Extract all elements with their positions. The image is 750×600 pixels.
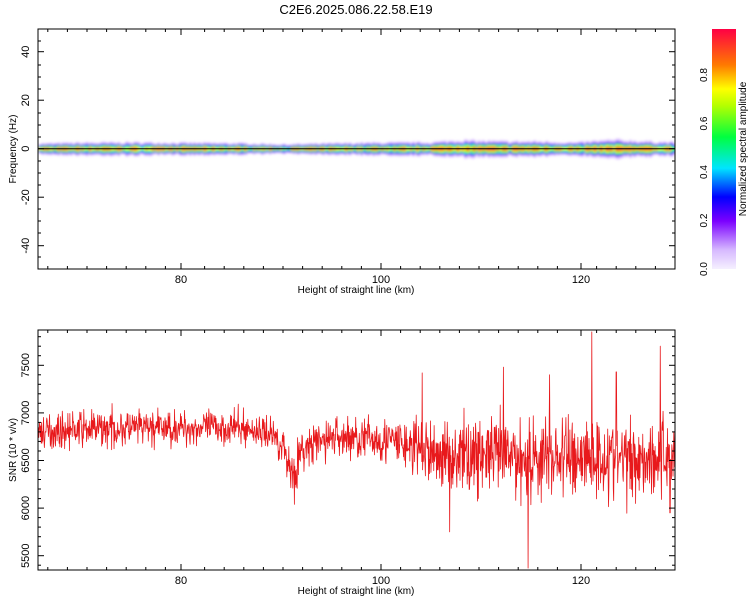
snr-y-tick-label: 6000 bbox=[20, 496, 32, 520]
snr-y-tick-label: 7500 bbox=[20, 353, 32, 377]
snr-panel: 80 100 120 5500 6000 6500 7000 7500 Heig… bbox=[8, 329, 676, 597]
spectrogram-x-tick-label: 100 bbox=[372, 274, 390, 286]
snr-y-ticks: 5500 6000 6500 7000 7500 bbox=[20, 353, 675, 568]
spectrogram-y-tick-label: 40 bbox=[20, 46, 32, 58]
snr-y-tick-label: 5500 bbox=[20, 543, 32, 567]
spectrogram-y-tick-label: 0 bbox=[20, 146, 32, 152]
spectrogram-minor-ticks bbox=[38, 28, 676, 270]
spectrogram-x-ticks: 80 100 120 bbox=[175, 29, 590, 286]
colorbar: 0.0 0.2 0.4 0.6 0.8 Normalized spectral … bbox=[699, 29, 749, 276]
colorbar-tick-label: 0.8 bbox=[699, 68, 710, 82]
snr-minor-ticks bbox=[38, 330, 676, 570]
spectrogram-y-tick-label: -20 bbox=[20, 189, 32, 205]
colorbar-tick-label: 0.2 bbox=[699, 213, 710, 227]
snr-x-tick-label: 120 bbox=[572, 575, 590, 587]
snr-y-tick-label: 6500 bbox=[20, 448, 32, 472]
colorbar-tick-label: 0.0 bbox=[699, 262, 710, 276]
colorbar-gradient bbox=[712, 29, 736, 269]
colorbar-tick-label: 0.6 bbox=[699, 116, 710, 130]
spectrogram-panel: 80 100 120 -40 -20 0 20 40 Height of str… bbox=[8, 28, 676, 296]
snr-x-axis-label: Height of straight line (km) bbox=[298, 586, 415, 597]
snr-x-tick-label: 80 bbox=[175, 575, 187, 587]
colorbar-tick-label: 0.4 bbox=[699, 165, 710, 179]
chart-title: C2E6.2025.086.22.58.E19 bbox=[279, 2, 432, 17]
snr-series-line bbox=[38, 331, 675, 569]
snr-x-tick-label: 100 bbox=[372, 575, 390, 587]
spectrogram-y-tick-label: -40 bbox=[20, 238, 32, 254]
snr-frame bbox=[37, 329, 676, 571]
snr-y-axis-label: SNR (10 * v/v) bbox=[8, 418, 19, 482]
spectrogram-x-axis-label: Height of straight line (km) bbox=[298, 285, 415, 296]
snr-y-tick-label: 7000 bbox=[20, 401, 32, 425]
spectrogram-y-tick-label: 20 bbox=[20, 94, 32, 106]
spectrogram-x-tick-label: 120 bbox=[572, 274, 590, 286]
spectrogram-y-ticks: -40 -20 0 20 40 bbox=[20, 46, 675, 254]
snr-x-ticks: 80 100 120 bbox=[175, 330, 590, 587]
colorbar-label: Normalized spectral amplitude bbox=[738, 81, 749, 216]
colorbar-ticks: 0.0 0.2 0.4 0.6 0.8 bbox=[699, 68, 710, 276]
spectrogram-x-tick-label: 80 bbox=[175, 274, 187, 286]
spectrogram-y-axis-label: Frequency (Hz) bbox=[8, 115, 19, 184]
